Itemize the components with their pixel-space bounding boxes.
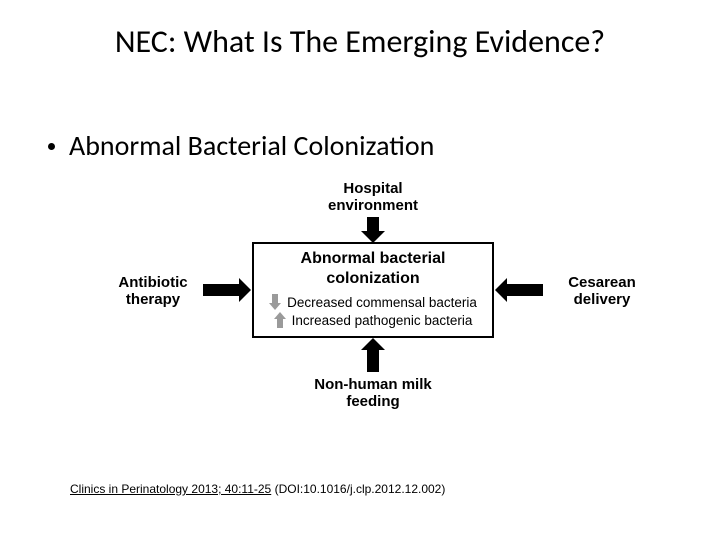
label-line: Antibiotic [118,274,187,291]
slide-title: NEC: What Is The Emerging Evidence? [0,22,720,61]
citation: Clinics in Perinatology 2013; 40:11-25 (… [70,482,445,496]
label-line: therapy [126,291,180,308]
label-line: Cesarean [568,274,636,291]
label-hospital-environment: Hospital environment [323,180,423,215]
center-line-text: Increased pathogenic bacteria [292,313,473,328]
bullet-item: Abnormal Bacterial Colonization [48,128,434,163]
citation-doi: (DOI:10.1016/j.clp.2012.12.002) [271,482,445,496]
label-cesarean-delivery: Cesarean delivery [557,274,647,309]
label-antibiotic-therapy: Antibiotic therapy [113,274,193,309]
center-line-decreased: Decreased commensal bacteria [254,294,492,310]
center-sub: colonization [254,270,492,288]
grey-arrow-up-icon [274,312,286,328]
colonization-diagram: Hospital environment Antibiotic therapy … [85,180,655,410]
slide: NEC: What Is The Emerging Evidence? Abno… [0,0,720,540]
bullet-text: Abnormal Bacterial Colonization [69,128,434,163]
grey-arrow-down-icon [269,294,281,310]
bullet-dot-icon [48,143,55,150]
center-line-increased: Increased pathogenic bacteria [254,312,492,328]
center-heading: Abnormal bacterial [254,250,492,268]
label-line: environment [328,197,418,214]
center-line-text: Decreased commensal bacteria [287,295,477,310]
label-line: feeding [346,393,399,410]
center-box: Abnormal bacterial colonization Decrease… [252,242,494,338]
label-line: Non-human milk [314,376,432,393]
label-line: Hospital [343,180,402,197]
label-nonhuman-milk: Non-human milk feeding [308,376,438,411]
citation-journal: Clinics in Perinatology 2013; 40:11-25 [70,482,271,496]
label-line: delivery [574,291,631,308]
